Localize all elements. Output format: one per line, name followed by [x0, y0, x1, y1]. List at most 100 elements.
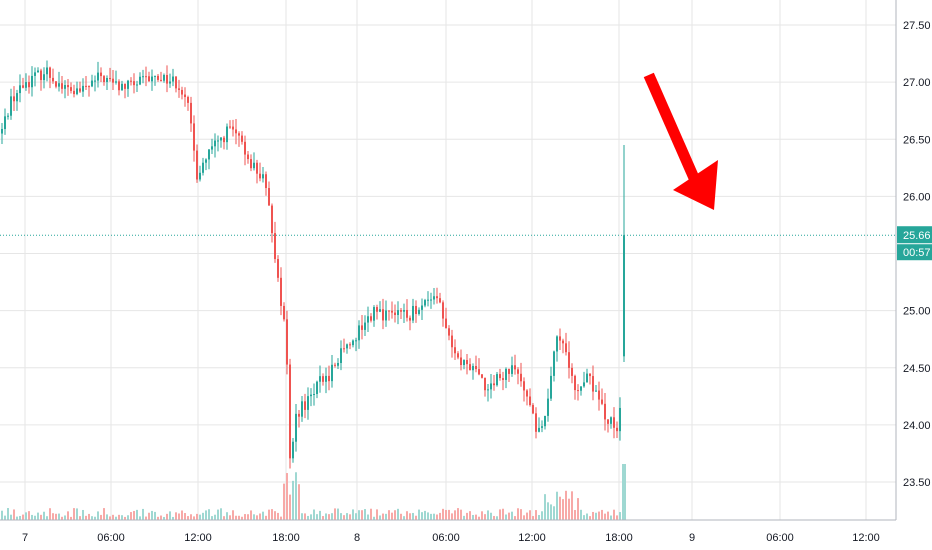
volume-bar — [1, 510, 3, 520]
candle-body — [484, 377, 486, 391]
candle-body — [85, 85, 87, 87]
volume-bar — [118, 514, 120, 520]
candle-body — [148, 76, 150, 82]
candle-body — [238, 133, 240, 136]
volume-bar — [73, 508, 75, 520]
candle-body — [400, 310, 402, 312]
candle-body — [121, 83, 123, 91]
volume-bar — [58, 513, 60, 520]
candle-body — [13, 96, 15, 102]
candle-body — [292, 441, 294, 459]
candle-body — [154, 75, 156, 77]
volume-bar — [226, 512, 228, 520]
volume-bar — [472, 514, 474, 520]
volume-bar — [172, 516, 174, 520]
candle-body — [43, 74, 45, 81]
volume-bar — [523, 515, 525, 520]
x-tick-label: 06:00 — [766, 532, 794, 544]
candle-body — [7, 115, 9, 117]
candle-body — [574, 375, 576, 391]
candle-body — [205, 159, 207, 163]
volume-bar — [79, 516, 81, 520]
volume-bar — [493, 515, 495, 520]
candle-body — [118, 81, 120, 91]
candle-body — [274, 233, 276, 260]
candle-body — [580, 386, 582, 391]
candle-body — [370, 316, 372, 321]
candle-body — [61, 83, 63, 89]
x-tick-label: 9 — [689, 532, 695, 544]
candle-body — [136, 84, 138, 86]
volume-bar — [583, 515, 585, 520]
candle-body — [427, 299, 429, 301]
candle-body — [424, 300, 426, 306]
candle-body — [433, 296, 435, 300]
volume-bar — [13, 509, 15, 520]
volume-bar — [568, 498, 570, 520]
arrow-head — [673, 160, 718, 210]
volume-bar — [97, 511, 99, 520]
candle-body — [289, 364, 291, 459]
volume-bar — [94, 516, 96, 520]
volume-bar — [442, 508, 444, 520]
volume-bar — [298, 484, 300, 520]
candle-body — [439, 298, 441, 303]
x-tick-label: 12:00 — [852, 532, 880, 544]
volume-bar — [28, 511, 30, 520]
volume-bar — [595, 512, 597, 520]
volume-bar — [112, 514, 114, 520]
volume-bar — [469, 511, 471, 520]
volume-bar — [538, 515, 540, 520]
candle-body — [187, 97, 189, 103]
candle-body — [445, 318, 447, 329]
volume-bar — [190, 514, 192, 520]
x-tick-label: 12:00 — [184, 532, 212, 544]
candle-body — [286, 319, 288, 365]
volume-bar — [571, 491, 573, 520]
volume-bar — [424, 510, 426, 520]
candle-body — [208, 149, 210, 160]
candle-body — [10, 96, 12, 116]
candle-body — [142, 76, 144, 78]
volume-bar — [361, 510, 363, 520]
volume-bar — [400, 513, 402, 520]
volume-bar — [253, 514, 255, 520]
candle-body — [64, 85, 66, 89]
candle-body — [505, 368, 507, 380]
volume-bar — [457, 508, 459, 520]
volume-bar — [61, 516, 63, 520]
volume-bar — [205, 510, 207, 520]
x-tick-label: 8 — [354, 532, 360, 544]
y-tick-label: 26.00 — [903, 191, 931, 203]
last-price-badge — [897, 226, 932, 244]
volume-bar — [499, 509, 501, 520]
volume-bar — [154, 511, 156, 520]
candle-body — [301, 401, 303, 417]
candle-body — [403, 309, 405, 312]
candle-body — [103, 76, 105, 82]
candle-body — [241, 135, 243, 142]
candle-body — [595, 390, 597, 392]
volume-bar — [82, 509, 84, 520]
candle-body — [367, 316, 369, 323]
volume-bar — [544, 494, 546, 520]
volume-bar — [202, 512, 204, 520]
candle-body — [517, 369, 519, 374]
candle-body — [409, 317, 411, 321]
candle-body — [547, 398, 549, 416]
volume-bar — [43, 511, 45, 520]
volume-bar — [142, 508, 144, 520]
candle-body — [388, 310, 390, 312]
candle-body — [508, 368, 510, 374]
volume-bar — [598, 511, 600, 520]
volume-bar — [109, 516, 111, 520]
candle-body — [175, 76, 177, 89]
volume-bar — [331, 513, 333, 520]
volume-bar — [394, 510, 396, 520]
volume-bar — [496, 516, 498, 520]
volume-bar — [550, 504, 552, 520]
candle-body — [619, 407, 621, 432]
candle-body — [139, 76, 141, 85]
candle-body — [214, 140, 216, 147]
volume-bar — [55, 513, 57, 520]
